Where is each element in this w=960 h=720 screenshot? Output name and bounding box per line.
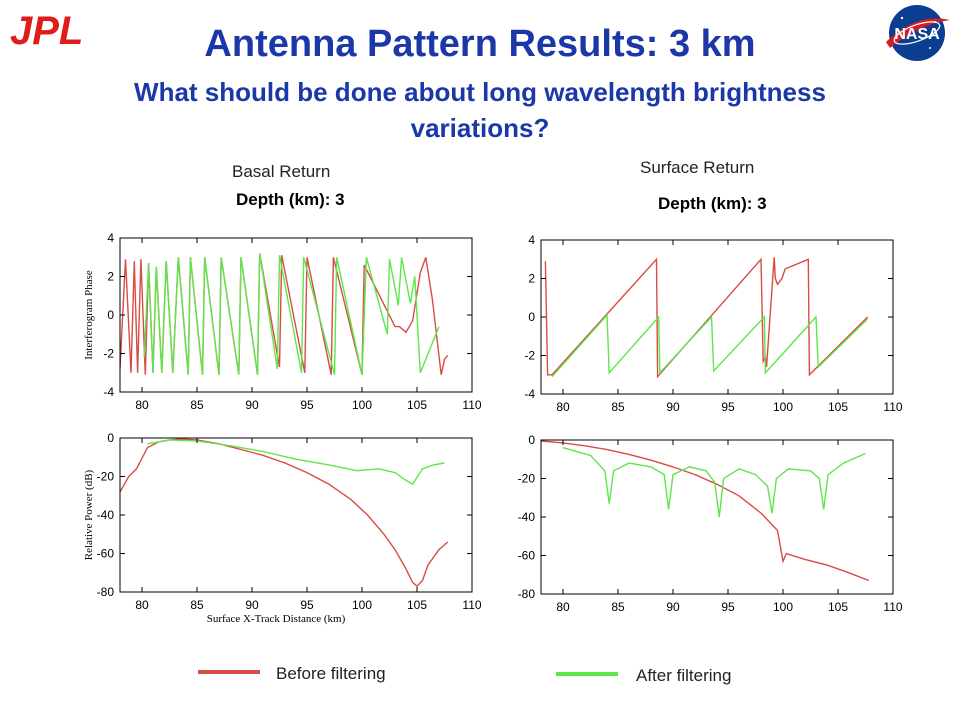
y-tick-label: -4 bbox=[524, 387, 535, 401]
x-tick-label: 80 bbox=[135, 598, 149, 612]
series-line-surface-phase-1 bbox=[551, 313, 869, 378]
basal-return-label: Basal Return bbox=[232, 162, 331, 181]
x-tick-label: 95 bbox=[300, 598, 314, 612]
x-tick-label: 95 bbox=[721, 600, 735, 614]
x-tick-label: 100 bbox=[773, 600, 793, 614]
series-line-basal-phase-1 bbox=[143, 253, 440, 375]
y-tick-label: -4 bbox=[103, 385, 114, 399]
y-tick-label: -80 bbox=[518, 587, 536, 601]
x-tick-label: 100 bbox=[773, 400, 793, 414]
x-tick-label: 85 bbox=[611, 600, 625, 614]
x-tick-label: 100 bbox=[352, 598, 372, 612]
x-tick-label: 105 bbox=[828, 400, 848, 414]
plot-frame-surface-power bbox=[540, 439, 894, 595]
jpl-logo-text: JPL bbox=[10, 9, 83, 50]
legend-before-line bbox=[198, 670, 260, 674]
x-tick-label: 90 bbox=[245, 398, 259, 412]
chart-basal-phase: 80 85 90 95 100 105 110 -4 -2 0 2 4 Interferogram Ph… bbox=[83, 231, 482, 412]
y-axis-label: Interferogram Phase bbox=[83, 270, 95, 360]
x-tick-label: 105 bbox=[407, 598, 427, 612]
y-tick-label: -20 bbox=[97, 470, 115, 484]
y-tick-label: -60 bbox=[97, 547, 115, 561]
x-tick-label: 110 bbox=[462, 598, 481, 612]
x-tick-label: 90 bbox=[666, 400, 680, 414]
series-line-basal-power-1 bbox=[147, 439, 445, 486]
x-tick-label: 85 bbox=[611, 400, 625, 414]
y-tick-label: 0 bbox=[107, 308, 114, 322]
legend-before-label: Before filtering bbox=[276, 664, 386, 683]
y-tick-label: -2 bbox=[524, 349, 535, 363]
x-tick-label: 105 bbox=[828, 600, 848, 614]
x-tick-label: 80 bbox=[556, 600, 570, 614]
chart-surface-power: 80 85 90 95 100 105 110 -80 -60 -40 -20 0 bbox=[518, 433, 903, 614]
series-line-surface-phase-0 bbox=[544, 257, 869, 379]
series-line-surface-power-0 bbox=[541, 440, 870, 582]
y-tick-label: -60 bbox=[518, 549, 536, 563]
plot-frame-basal-power bbox=[119, 437, 473, 593]
x-tick-label: 95 bbox=[300, 398, 314, 412]
nasa-logo-text: NASA bbox=[894, 26, 940, 43]
x-tick-label: 90 bbox=[666, 600, 680, 614]
y-tick-label: 0 bbox=[528, 433, 535, 447]
y-tick-label: -80 bbox=[97, 585, 115, 599]
y-tick-label: 4 bbox=[528, 233, 535, 247]
y-tick-label: -40 bbox=[518, 510, 536, 524]
y-tick-label: 0 bbox=[107, 431, 114, 445]
y-tick-label: 4 bbox=[107, 231, 114, 245]
legend-after-label: After filtering bbox=[636, 666, 732, 685]
series-line-surface-power-1 bbox=[562, 447, 866, 518]
x-tick-label: 90 bbox=[245, 598, 259, 612]
x-tick-label: 110 bbox=[883, 400, 902, 414]
basal-depth-label: Depth (km): 3 bbox=[236, 190, 345, 209]
slide-title: Antenna Pattern Results: 3 km bbox=[204, 23, 756, 65]
x-tick-label: 95 bbox=[721, 400, 735, 414]
series-line-basal-power-0 bbox=[120, 438, 449, 588]
x-axis-label: Surface X-Track Distance (km) bbox=[207, 613, 346, 625]
y-tick-label: 2 bbox=[528, 272, 535, 286]
x-tick-label: 110 bbox=[883, 600, 902, 614]
x-tick-label: 85 bbox=[190, 398, 204, 412]
jpl-logo: JPL bbox=[10, 9, 83, 50]
x-tick-label: 100 bbox=[352, 398, 372, 412]
x-tick-label: 85 bbox=[190, 598, 204, 612]
chart-basal-power: 80 85 90 95 100 105 110 -80 -60 -40 -20 0 Relative P… bbox=[83, 431, 482, 625]
surface-return-label: Surface Return bbox=[640, 158, 755, 177]
y-tick-label: -40 bbox=[97, 508, 115, 522]
legend-after-line bbox=[556, 672, 618, 676]
x-tick-label: 80 bbox=[556, 400, 570, 414]
nasa-logo: NASA bbox=[886, 5, 950, 61]
x-tick-label: 105 bbox=[407, 398, 427, 412]
y-axis-label: Relative Power (dB) bbox=[83, 469, 95, 560]
surface-depth-label: Depth (km): 3 bbox=[658, 194, 767, 213]
x-tick-label: 80 bbox=[135, 398, 149, 412]
plot-frame-surface-phase bbox=[540, 239, 894, 395]
slide-subtitle: What should be done about long wavelengt… bbox=[134, 77, 826, 143]
chart-surface-phase: 80 85 90 95 100 105 110 -4 -2 0 2 4 bbox=[524, 233, 903, 414]
y-tick-label: -20 bbox=[518, 472, 536, 486]
y-tick-label: 2 bbox=[107, 270, 114, 284]
x-tick-label: 110 bbox=[462, 398, 481, 412]
y-tick-label: -2 bbox=[103, 347, 114, 361]
y-tick-label: 0 bbox=[528, 310, 535, 324]
